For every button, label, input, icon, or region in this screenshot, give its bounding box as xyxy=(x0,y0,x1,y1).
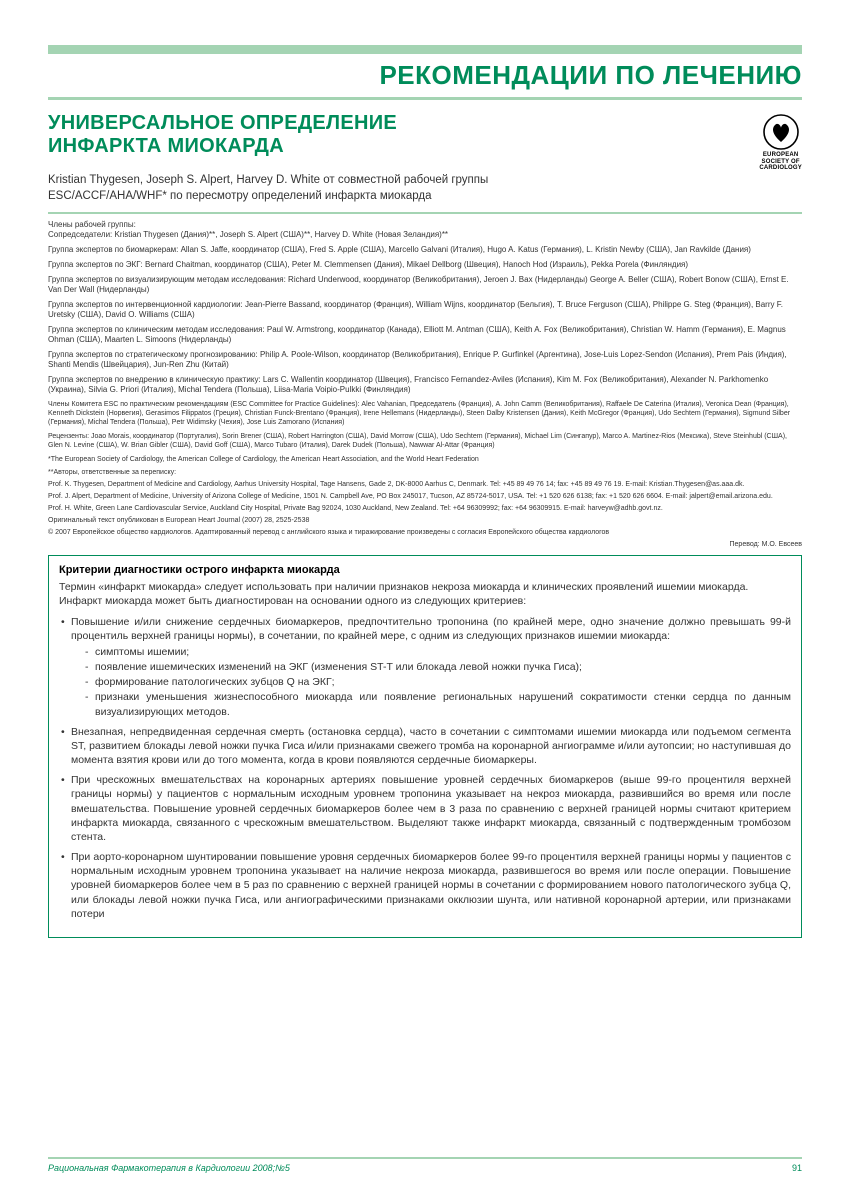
expert-groups: Члены рабочей группы: Сопредседатели: Kr… xyxy=(48,220,802,395)
page-number: 91 xyxy=(792,1163,802,1173)
criteria-title: Критерии диагностики острого инфаркта ми… xyxy=(59,564,791,576)
criteria-item: Повышение и/или снижение сердечных биома… xyxy=(59,615,791,719)
sub-item: симптомы ишемии; xyxy=(85,645,791,659)
sub-item: признаки уменьшения жизнеспособного миок… xyxy=(85,690,791,718)
criteria-item: При чрескожных вмешательствах на коронар… xyxy=(59,773,791,844)
logo-caption: EUROPEANSOCIETY OFCARDIOLOGY xyxy=(759,152,802,172)
criteria-sublist: симптомы ишемии; появление ишемических и… xyxy=(71,645,791,719)
reviewers: Рецензенты: Joao Morais, координатор (По… xyxy=(48,432,802,450)
authors: Kristian Thygesen, Joseph S. Alpert, Har… xyxy=(48,172,802,204)
group-text: Группа экспертов по биомаркерам: Allan S… xyxy=(48,245,751,254)
footnote-dstar: **Авторы, ответственные за переписку: xyxy=(48,468,802,477)
original-pub: Оригинальный текст опубликован в Europea… xyxy=(48,516,802,525)
section-header: РЕКОМЕНДАЦИИ ПО ЛЕЧЕНИЮ xyxy=(48,45,802,100)
group-label: Члены рабочей группы: xyxy=(48,220,802,230)
page: РЕКОМЕНДАЦИИ ПО ЛЕЧЕНИЮ УНИВЕРСАЛЬНОЕ ОП… xyxy=(0,0,850,1203)
group-entry: Группа экспертов по ЭКГ: Bernard Chaitma… xyxy=(48,260,802,270)
criteria-list: Повышение и/или снижение сердечных биома… xyxy=(59,615,791,921)
article-title-line1: УНИВЕРСАЛЬНОЕ ОПРЕДЕЛЕНИЕ xyxy=(48,112,397,134)
group-text: Группа экспертов по ЭКГ: Bernard Chaitma… xyxy=(48,260,688,269)
group-entry: Группа экспертов по биомаркерам: Allan S… xyxy=(48,245,802,255)
group-entry: Группа экспертов по визуализирующим мето… xyxy=(48,275,802,295)
section-title: РЕКОМЕНДАЦИИ ПО ЛЕЧЕНИЮ xyxy=(48,60,802,91)
divider xyxy=(48,212,802,214)
article-title-line2: ИНФАРКТА МИОКАРДА xyxy=(48,135,284,157)
group-text: Группа экспертов по стратегическому прог… xyxy=(48,350,787,369)
copyright: © 2007 Европейское общество кардиологов.… xyxy=(48,528,802,537)
article-title: УНИВЕРСАЛЬНОЕ ОПРЕДЕЛЕНИЕ ИНФАРКТА МИОКА… xyxy=(48,112,397,158)
footnote-star: *The European Society of Cardiology, the… xyxy=(48,455,802,464)
footer-journal: Рациональная Фармакотерапия в Кардиологи… xyxy=(48,1163,290,1173)
group-text: Сопредседатели: Kristian Thygesen (Дания… xyxy=(48,230,448,239)
group-entry: Группа экспертов по клиническим методам … xyxy=(48,325,802,345)
header-row: УНИВЕРСАЛЬНОЕ ОПРЕДЕЛЕНИЕ ИНФАРКТА МИОКА… xyxy=(48,112,802,172)
group-text: Группа экспертов по клиническим методам … xyxy=(48,325,786,344)
group-entry: Члены рабочей группы: Сопредседатели: Kr… xyxy=(48,220,802,240)
group-entry: Группа экспертов по интервенционной кард… xyxy=(48,300,802,320)
criteria-text: Повышение и/или снижение сердечных биома… xyxy=(71,616,791,642)
criteria-box: Критерии диагностики острого инфаркта ми… xyxy=(48,555,802,938)
group-text: Группа экспертов по внедрению в клиничес… xyxy=(48,375,768,394)
group-entry: Группа экспертов по стратегическому прог… xyxy=(48,350,802,370)
committee: Члены Комитета ESC по практическим реком… xyxy=(48,400,802,427)
criteria-item: При аорто-коронарном шунтировании повыше… xyxy=(59,850,791,921)
sub-item: появление ишемических изменений на ЭКГ (… xyxy=(85,660,791,674)
authors-line1: Kristian Thygesen, Joseph S. Alpert, Har… xyxy=(48,174,488,186)
group-entry: Группа экспертов по внедрению в клиничес… xyxy=(48,375,802,395)
authors-line2: ESC/ACCF/AHA/WHF* по пересмотру определе… xyxy=(48,190,432,202)
contact: Prof. K. Thygesen, Department of Medicin… xyxy=(48,480,802,489)
esc-logo: EUROPEANSOCIETY OFCARDIOLOGY xyxy=(759,114,802,172)
contact: Prof. H. White, Green Lane Cardiovascula… xyxy=(48,504,802,513)
group-text: Группа экспертов по интервенционной кард… xyxy=(48,300,783,319)
group-text: Группа экспертов по визуализирующим мето… xyxy=(48,275,789,294)
title-block: УНИВЕРСАЛЬНОЕ ОПРЕДЕЛЕНИЕ ИНФАРКТА МИОКА… xyxy=(48,112,397,166)
sub-item: формирование патологических зубцов Q на … xyxy=(85,675,791,689)
translator: Перевод: М.О. Евсеев xyxy=(48,540,802,549)
heart-icon xyxy=(763,114,799,150)
criteria-intro: Термин «инфаркт миокарда» следует исполь… xyxy=(59,580,791,608)
footer: Рациональная Фармакотерапия в Кардиологи… xyxy=(48,1157,802,1173)
contact: Prof. J. Alpert, Department of Medicine,… xyxy=(48,492,802,501)
criteria-item: Внезапная, непредвиденная сердечная смер… xyxy=(59,725,791,768)
